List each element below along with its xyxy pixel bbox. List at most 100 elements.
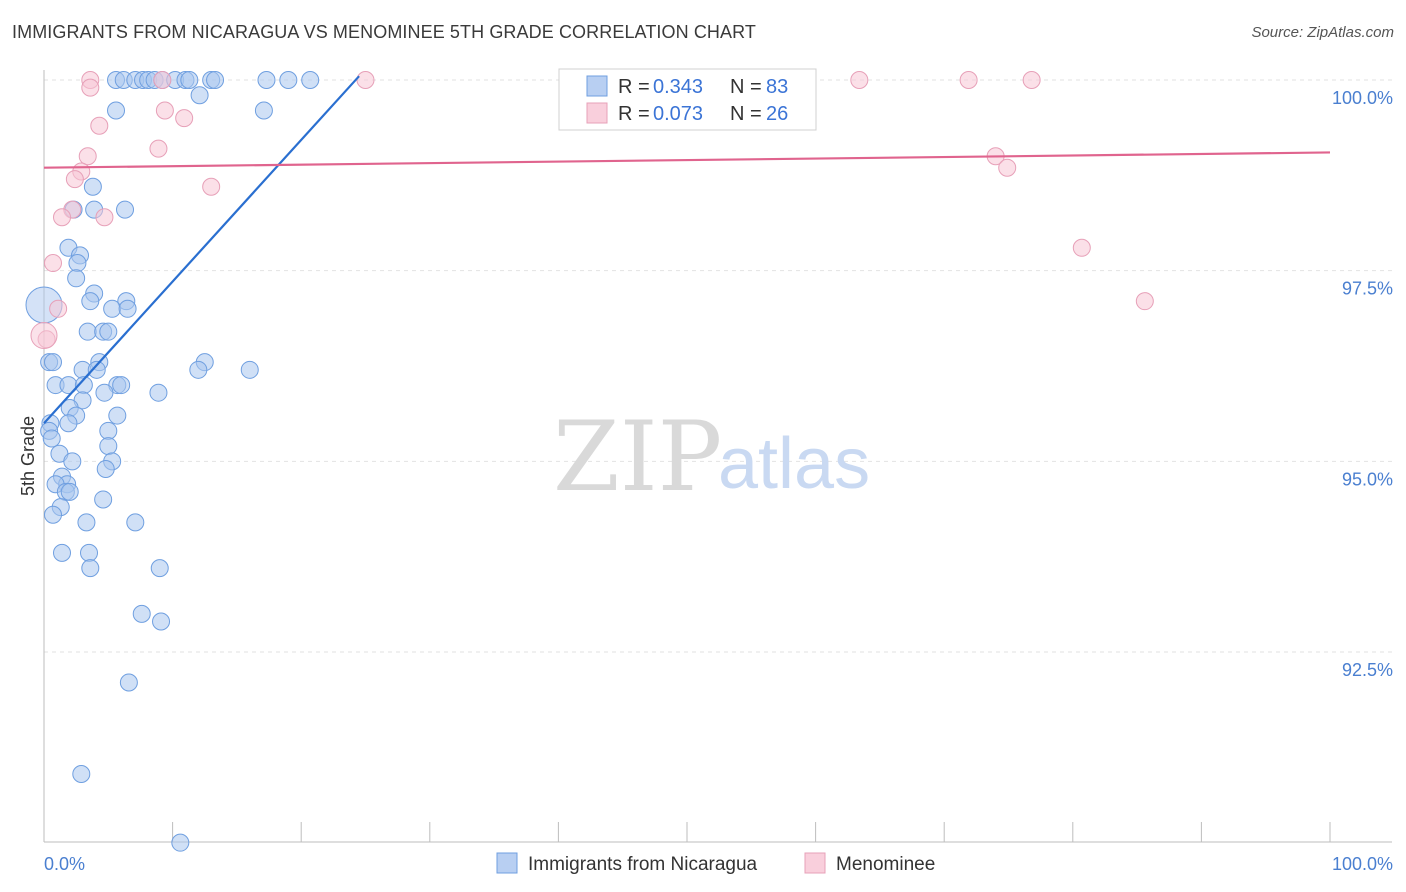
stats-legend-swatch-nicaragua — [586, 75, 608, 97]
point-nicaragua — [116, 200, 135, 219]
series-nicaragua-points — [25, 71, 320, 852]
point-nicaragua — [152, 612, 171, 631]
point-menominee — [1135, 292, 1154, 311]
series-legend-swatch-menominee — [804, 852, 826, 874]
point-nicaragua — [206, 71, 225, 89]
point-nicaragua — [72, 765, 91, 784]
y-axis-title: 5th Grade — [18, 416, 38, 496]
point-nicaragua — [67, 269, 86, 288]
point-nicaragua — [96, 459, 115, 478]
x-tick-label-max: 100.0% — [1332, 854, 1393, 874]
y-tick-label: 100.0% — [1332, 88, 1393, 108]
point-menominee — [959, 71, 978, 89]
point-menominee — [44, 254, 63, 273]
point-nicaragua — [80, 543, 99, 562]
trend-line-menominee — [43, 151, 1331, 169]
watermark-zip: ZIP — [553, 401, 722, 513]
point-menominee — [81, 78, 100, 97]
point-menominee — [149, 139, 168, 158]
point-nicaragua — [190, 86, 209, 105]
series-legend-label-nicaragua: Immigrants from Nicaragua — [528, 854, 758, 875]
point-menominee — [153, 71, 172, 89]
x-tick-label-min: 0.0% — [44, 854, 85, 874]
point-nicaragua — [60, 482, 79, 501]
point-nicaragua — [132, 604, 151, 623]
point-nicaragua — [103, 299, 122, 318]
point-menominee — [78, 147, 97, 166]
watermark-atlas: atlas — [718, 424, 870, 504]
point-nicaragua — [53, 543, 72, 562]
point-nicaragua — [171, 833, 190, 852]
point-menominee — [49, 299, 68, 318]
point-menominee — [155, 101, 174, 120]
point-nicaragua — [42, 429, 61, 448]
point-menominee — [65, 170, 84, 189]
point-menominee — [202, 177, 221, 196]
y-tick-labels: 92.5% 95.0% 97.5% 100.0% — [1332, 88, 1393, 680]
point-nicaragua — [107, 101, 126, 120]
y-tick-label: 95.0% — [1342, 469, 1393, 489]
series-legend-label-menominee: Menominee — [836, 854, 935, 875]
point-nicaragua — [189, 360, 208, 379]
series-legend-swatch-nicaragua — [496, 852, 518, 874]
chart-source: Source: ZipAtlas.com — [1251, 24, 1394, 41]
axes — [43, 70, 1392, 843]
trend-lines — [43, 75, 1331, 424]
point-menominee — [1022, 71, 1041, 89]
stats-r-value-nicaragua: 0.343 — [653, 76, 703, 98]
point-menominee — [95, 208, 114, 227]
point-nicaragua — [77, 513, 96, 532]
series-legend: Immigrants from Nicaragua Menominee — [496, 852, 935, 875]
series-menominee-points — [30, 71, 1154, 349]
stats-n-value-menominee: 26 — [766, 103, 788, 125]
stats-r-label-menominee: R = — [618, 103, 650, 125]
stats-r-value-menominee: 0.073 — [653, 103, 703, 125]
point-nicaragua — [99, 437, 118, 456]
point-nicaragua — [149, 383, 168, 402]
point-nicaragua — [108, 406, 127, 425]
point-nicaragua — [95, 383, 114, 402]
point-menominee — [356, 71, 375, 89]
x-ticks — [43, 822, 1331, 842]
y-tick-label: 97.5% — [1342, 279, 1393, 299]
stats-n-label-menominee: N = — [730, 103, 762, 125]
point-nicaragua — [83, 177, 102, 196]
point-nicaragua — [78, 322, 97, 341]
point-menominee — [90, 116, 109, 135]
point-nicaragua — [301, 71, 320, 89]
point-nicaragua — [81, 559, 100, 578]
point-menominee — [53, 208, 72, 227]
point-nicaragua — [150, 559, 169, 578]
point-nicaragua — [81, 292, 100, 311]
point-nicaragua — [44, 353, 63, 372]
point-nicaragua — [118, 299, 137, 318]
stats-n-label-nicaragua: N = — [730, 76, 762, 98]
y-tick-label: 92.5% — [1342, 660, 1393, 680]
point-nicaragua — [119, 673, 138, 692]
point-menominee-large — [30, 321, 58, 349]
point-nicaragua — [94, 490, 113, 509]
stats-r-label-nicaragua: R = — [618, 76, 655, 98]
point-nicaragua — [240, 360, 259, 379]
point-menominee — [850, 71, 869, 89]
stats-n-value-nicaragua: 83 — [766, 76, 788, 98]
point-nicaragua — [87, 360, 106, 379]
point-nicaragua — [126, 513, 145, 532]
stats-legend: R = 0.343 N = 83 R = 0.073 N = 26 — [558, 68, 817, 131]
point-nicaragua — [63, 452, 82, 471]
point-menominee — [175, 109, 194, 128]
point-nicaragua — [257, 71, 276, 89]
stats-legend-swatch-menominee — [586, 102, 608, 124]
point-nicaragua — [99, 322, 118, 341]
trend-line-nicaragua — [43, 75, 360, 424]
watermark: ZIP atlas — [553, 401, 870, 513]
point-menominee — [998, 158, 1017, 177]
point-nicaragua — [68, 254, 87, 273]
point-nicaragua — [180, 71, 199, 89]
chart-title: IMMIGRANTS FROM NICARAGUA VS MENOMINEE 5… — [12, 22, 757, 42]
point-nicaragua — [279, 71, 298, 89]
point-nicaragua — [59, 414, 78, 433]
point-nicaragua — [44, 505, 63, 524]
point-menominee — [1072, 238, 1091, 257]
